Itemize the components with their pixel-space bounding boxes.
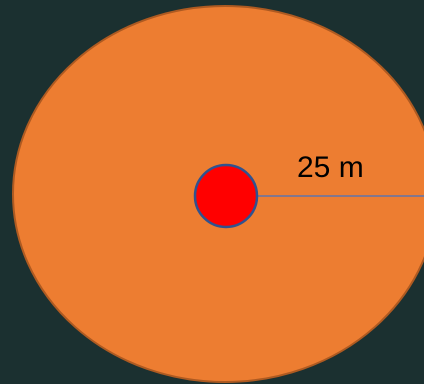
- radius-label: 25 m: [297, 151, 364, 184]
- center-dot: [193, 163, 259, 229]
